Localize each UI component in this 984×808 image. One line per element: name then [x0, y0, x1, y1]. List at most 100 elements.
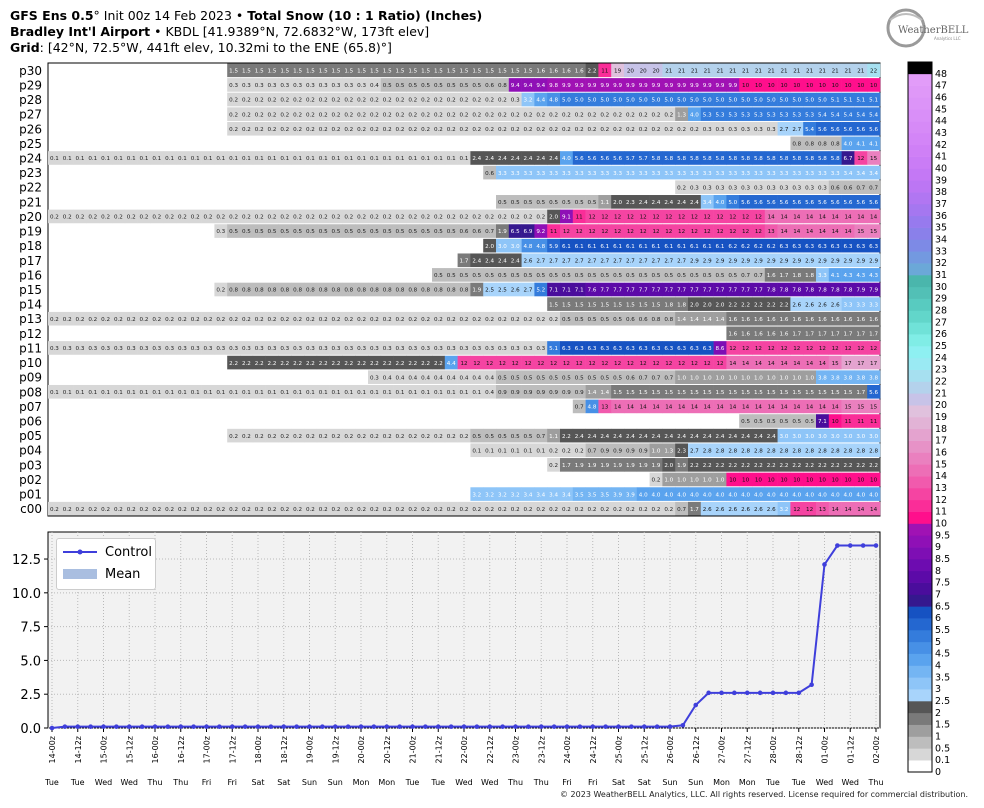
cell-value-p17-32: 1.7 [460, 258, 469, 264]
cell-p13-45 [624, 311, 638, 326]
cell-value-p16-32: 0.5 [460, 273, 469, 279]
colorbar-swatch-40 [908, 286, 932, 299]
cell-value-p26-53: 0.3 [728, 127, 737, 133]
cell-value-p16-63: 4.3 [856, 273, 865, 279]
cell-value-p10-34: 12 [486, 361, 493, 367]
cell-p05-56 [764, 428, 778, 443]
cell-p13-51 [700, 311, 714, 326]
cell-value-p28-51: 5.0 [703, 98, 712, 104]
cell-p03-44 [611, 458, 625, 472]
cell-value-p18-34: 2.0 [485, 244, 494, 250]
cell-p19-63 [854, 224, 868, 238]
cell-p27-29 [419, 107, 433, 121]
cell-value-p10-48: 12 [665, 361, 672, 367]
cell-value-p10-43: 12 [601, 361, 608, 367]
cell-value-c00-46: 0.2 [639, 507, 648, 513]
cell-value-p11-7: 0.3 [140, 346, 149, 352]
x-tick-label-14: 21-00z [409, 736, 418, 763]
colorbar-label-37: 26 [935, 329, 947, 340]
cell-p17-55 [752, 253, 766, 268]
cell-value-p13-43: 0.5 [600, 317, 609, 323]
cell-value-p15-26: 0.8 [383, 288, 392, 294]
x-tick-label-5: 16-12z [177, 736, 186, 763]
cell-p08-57 [777, 384, 791, 399]
cell-p27-47 [649, 107, 663, 121]
cell-p20-48 [662, 209, 676, 224]
colorbar-label-32: 21 [935, 388, 947, 399]
cell-p18-36 [508, 238, 522, 253]
cell-p27-51 [700, 107, 714, 121]
cell-p10-25 [368, 355, 382, 370]
cell-value-p13-18: 0.2 [280, 317, 289, 323]
cell-value-p13-30: 0.2 [434, 317, 443, 323]
cell-value-p16-55: 0.7 [754, 273, 763, 279]
cell-p24-14 [227, 151, 241, 165]
cell-value-p11-49: 6.3 [677, 346, 686, 352]
cell-p30-28 [406, 63, 420, 78]
cell-value-p15-54: 7.7 [741, 288, 750, 294]
cell-value-p20-15: 0.2 [242, 215, 251, 221]
cell-p22-63 [854, 180, 868, 195]
cell-c00-42 [585, 501, 599, 516]
cell-value-p05-45: 2.4 [626, 434, 635, 440]
cell-value-p11-37: 0.3 [524, 346, 533, 352]
cell-value-p29-42: 9.9 [588, 83, 597, 89]
cell-p08-48 [662, 384, 676, 399]
cell-value-p29-27: 0.5 [396, 83, 405, 89]
cell-value-p15-18: 0.8 [280, 288, 289, 294]
cell-value-p09-28: 0.4 [408, 375, 417, 381]
cell-value-c00-29: 0.2 [421, 507, 430, 513]
cell-value-p16-33: 0.5 [472, 273, 481, 279]
cell-c00-55 [752, 501, 766, 516]
cell-value-p20-57: 14 [780, 215, 788, 221]
cell-p13-49 [675, 311, 689, 326]
cell-c00-37 [521, 501, 535, 516]
day-label-8: Sat [251, 778, 264, 787]
colorbar-swatch-56 [908, 97, 932, 110]
cell-value-p15-31: 0.8 [447, 288, 456, 294]
cell-p05-34 [483, 428, 497, 443]
cell-value-p28-16: 0.2 [255, 98, 264, 104]
cell-p19-52 [713, 224, 727, 238]
cell-p20-64 [867, 209, 881, 224]
cell-p08-55 [752, 384, 766, 399]
cell-value-p19-44: 12 [614, 229, 621, 235]
cell-value-p24-23: 0.1 [344, 156, 353, 162]
cell-p27-60 [816, 107, 830, 121]
cell-value-p24-42: 5.6 [588, 156, 597, 162]
colorbar-swatch-54 [908, 121, 932, 134]
cell-p27-25 [368, 107, 382, 121]
colorbar-label-4: 1.5 [935, 720, 950, 731]
cell-p13-25 [368, 311, 382, 326]
cell-value-p28-42: 5.0 [588, 98, 597, 104]
cell-value-p05-46: 2.4 [639, 434, 648, 440]
control-point-10 [178, 724, 184, 729]
cell-p29-35 [496, 78, 510, 92]
cell-p20-52 [713, 209, 727, 224]
cell-value-p01-54: 4.0 [741, 492, 750, 498]
cell-value-p28-49: 5.0 [677, 98, 686, 104]
cell-value-p28-19: 0.2 [293, 98, 302, 104]
cell-p20-29 [419, 209, 433, 224]
cell-value-p18-55: 6.2 [754, 244, 763, 250]
cell-value-p20-60: 14 [819, 215, 827, 221]
cell-p30-54 [739, 63, 753, 78]
cell-p15-55 [752, 282, 766, 297]
cell-value-p10-39: 12 [550, 361, 557, 367]
cell-p08-43 [598, 384, 612, 399]
cell-value-p17-58: 2.9 [792, 258, 801, 264]
cell-p18-55 [752, 238, 766, 253]
cell-value-p03-58: 2.2 [792, 463, 801, 469]
cell-value-p15-13: 0.2 [216, 288, 225, 294]
cell-value-p03-50: 2.2 [690, 463, 699, 469]
cell-value-p26-19: 0.2 [293, 127, 302, 133]
cell-p27-26 [380, 107, 394, 121]
cell-p20-39 [547, 209, 561, 224]
cell-value-p13-9: 0.2 [165, 317, 174, 323]
cell-p14-46 [636, 297, 650, 311]
cell-value-c00-7: 0.2 [140, 507, 149, 513]
cell-value-p10-27: 2.2 [396, 361, 405, 367]
cell-value-p13-21: 0.2 [319, 317, 328, 323]
cell-p10-30 [432, 355, 446, 370]
cell-value-p11-16: 0.3 [255, 346, 264, 352]
